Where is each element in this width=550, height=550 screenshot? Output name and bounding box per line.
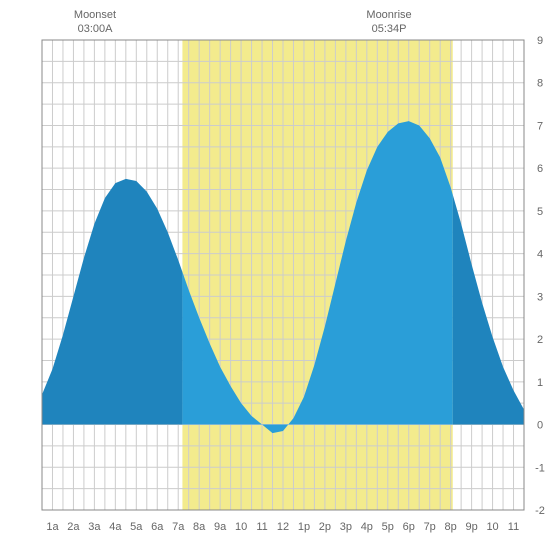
x-tick-label: 1a xyxy=(46,521,59,533)
x-tick-label: 3a xyxy=(88,521,101,533)
x-tick-label: 6a xyxy=(151,521,164,533)
x-tick-label: 12 xyxy=(277,521,289,533)
x-tick-label: 2p xyxy=(319,521,331,533)
x-tick-label: 7a xyxy=(172,521,185,533)
y-tick-label: -1 xyxy=(535,462,545,474)
y-tick-label: 0 xyxy=(537,420,543,432)
y-tick-label: 6 xyxy=(537,163,543,175)
y-tick-label: 1 xyxy=(537,377,543,389)
x-tick-label: 9p xyxy=(465,521,477,533)
x-tick-label: 11 xyxy=(508,521,519,533)
y-tick-label: 9 xyxy=(537,35,543,47)
x-tick-label: 6p xyxy=(403,521,415,533)
y-tick-label: 3 xyxy=(537,291,543,303)
x-tick-label: 4a xyxy=(109,521,122,533)
moonset-label: Moonset xyxy=(74,9,116,21)
y-tick-label: 8 xyxy=(537,78,543,90)
moonrise-label: Moonrise xyxy=(366,9,411,21)
tide-chart: -2-101234567891a2a3a4a5a6a7a8a9a1011121p… xyxy=(0,0,550,550)
y-tick-label: 7 xyxy=(537,120,543,132)
y-tick-label: 5 xyxy=(537,206,543,218)
x-tick-label: 8p xyxy=(445,521,457,533)
x-tick-label: 10 xyxy=(235,521,247,533)
x-tick-label: 5p xyxy=(382,521,394,533)
x-tick-label: 8a xyxy=(193,521,206,533)
y-tick-label: -2 xyxy=(535,505,545,517)
x-tick-label: 5a xyxy=(130,521,143,533)
x-tick-label: 1p xyxy=(298,521,310,533)
moonset-time: 03:00A xyxy=(78,23,114,35)
x-tick-label: 9a xyxy=(214,521,227,533)
moonrise-time: 05:34P xyxy=(372,23,407,35)
y-tick-label: 4 xyxy=(537,249,543,261)
y-tick-label: 2 xyxy=(537,334,543,346)
x-tick-label: 7p xyxy=(424,521,436,533)
x-tick-label: 3p xyxy=(340,521,352,533)
x-tick-label: 10 xyxy=(486,521,498,533)
x-tick-label: 2a xyxy=(67,521,80,533)
x-tick-label: 4p xyxy=(361,521,373,533)
x-tick-label: 11 xyxy=(256,521,267,533)
